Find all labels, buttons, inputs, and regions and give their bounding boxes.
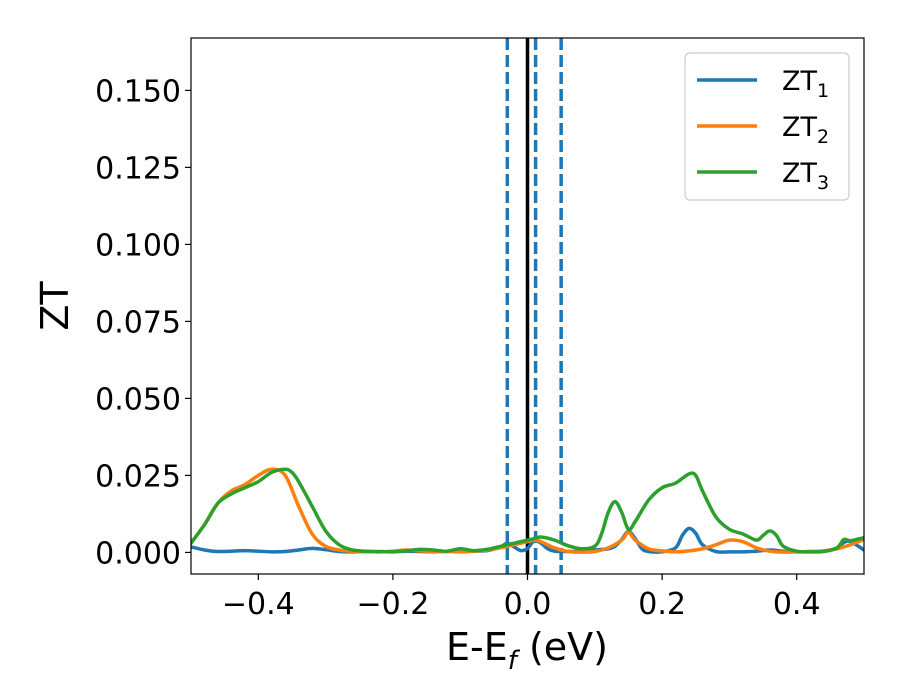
x-axis: −0.4 −0.2 0.0 0.2 0.4 xyxy=(222,574,821,622)
y-tick-label: 0.075 xyxy=(95,305,181,340)
x-axis-label: E-Ef (eV) xyxy=(446,625,608,676)
legend-label-zt1: ZT1 xyxy=(782,66,829,102)
series-group xyxy=(191,467,864,554)
series-line-zt3 xyxy=(191,467,864,554)
y-axis: 0.000 0.025 0.050 0.075 0.100 0.125 0.150 xyxy=(95,74,191,571)
y-tick-label: 0.025 xyxy=(95,459,181,494)
x-tick-label: 0.0 xyxy=(504,587,552,622)
x-tick-label: 0.2 xyxy=(638,587,686,622)
y-tick-label: 0.000 xyxy=(95,536,181,571)
legend: ZT1 ZT2 ZT3 xyxy=(684,52,850,201)
y-axis-label: ZT xyxy=(33,281,77,331)
legend-label-zt3: ZT3 xyxy=(782,158,829,194)
y-tick-label: 0.050 xyxy=(95,382,181,417)
series-line-zt1 xyxy=(191,526,864,554)
legend-label-zt2: ZT2 xyxy=(782,112,829,148)
x-tick-label: −0.2 xyxy=(356,587,429,622)
x-tick-label: −0.4 xyxy=(222,587,295,622)
y-tick-label: 0.100 xyxy=(95,228,181,263)
reference-lines xyxy=(505,38,563,574)
y-tick-label: 0.150 xyxy=(95,74,181,109)
y-tick-label: 0.125 xyxy=(95,151,181,186)
legend-box xyxy=(684,52,850,201)
x-tick-label: 0.4 xyxy=(773,587,821,622)
